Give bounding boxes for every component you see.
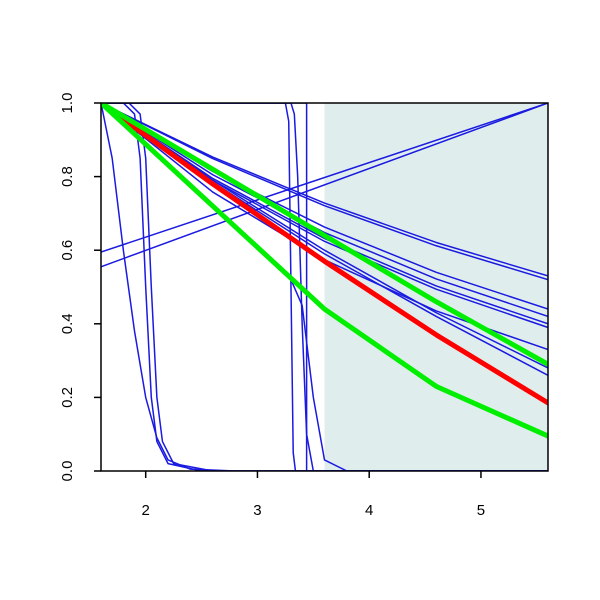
y-tick-label: 0.4 [59, 313, 76, 334]
line-series [101, 103, 548, 318]
plot-frame [100, 102, 549, 472]
x-tick-label: 4 [365, 502, 373, 519]
line-series [101, 103, 548, 253]
x-tick-label: 5 [477, 502, 485, 519]
y-tick-label: 0.2 [59, 387, 76, 408]
line-series [101, 103, 548, 471]
shaded-region [324, 103, 548, 471]
y-tick-label: 1.0 [59, 93, 76, 114]
line-series [101, 103, 548, 439]
line-series [101, 103, 548, 281]
line-series [101, 103, 548, 277]
line-series [101, 103, 548, 471]
y-tick-label: 0.8 [59, 166, 76, 187]
y-tick-label: 0.0 [59, 461, 76, 482]
line-series [101, 103, 548, 367]
line-series [101, 103, 548, 471]
line-series [101, 103, 548, 325]
line-series [101, 103, 548, 471]
line-series [101, 103, 548, 406]
line-series [101, 103, 548, 471]
line-series [101, 103, 548, 471]
plot-area [101, 103, 548, 471]
axes: 2 3 4 5 0.0 0.2 0.4 0.6 0.8 1.0 [59, 93, 549, 519]
x-tick-label: 3 [253, 502, 261, 519]
x-tick-label: 2 [142, 502, 150, 519]
y-tick-label: 0.6 [59, 240, 76, 261]
line-series [101, 103, 548, 268]
